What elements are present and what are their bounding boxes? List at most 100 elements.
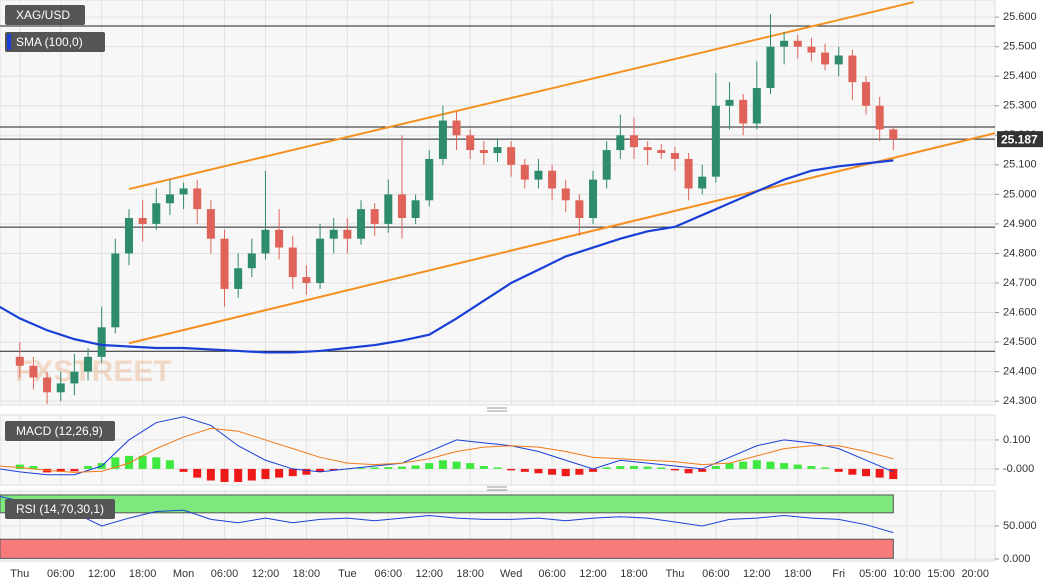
candle-body bbox=[616, 135, 625, 151]
histogram-bar bbox=[316, 468, 325, 472]
legend-label: SMA (100,0) bbox=[16, 35, 83, 49]
candle-body bbox=[43, 377, 52, 393]
watermark: FXSTREET bbox=[15, 355, 172, 388]
histogram-bar bbox=[752, 460, 761, 469]
panel-title: MACD (12,26,9) bbox=[16, 424, 103, 438]
histogram-bar bbox=[780, 463, 789, 469]
histogram-bar bbox=[657, 467, 666, 469]
histogram-bar bbox=[29, 466, 38, 469]
histogram-bar bbox=[466, 463, 475, 469]
candle-body bbox=[152, 203, 161, 224]
panel-title: RSI (14,70,30,1) bbox=[16, 502, 104, 516]
histogram-bar bbox=[548, 468, 557, 475]
histogram-bar bbox=[629, 466, 638, 469]
y-tick-label: -0.000 bbox=[1003, 463, 1034, 475]
histogram-bar bbox=[698, 468, 707, 472]
histogram-bar bbox=[152, 457, 161, 469]
histogram-bar bbox=[261, 468, 270, 480]
candle-body bbox=[261, 229, 270, 254]
candle-body bbox=[875, 105, 884, 130]
candle-body bbox=[657, 150, 666, 154]
candle-body bbox=[275, 229, 284, 248]
y-tick-label: 0.000 bbox=[1003, 553, 1031, 565]
x-tick-label: 06:00 bbox=[211, 568, 239, 580]
candle-body bbox=[179, 188, 188, 195]
x-tick-label: Thu bbox=[10, 568, 29, 580]
histogram-bar bbox=[384, 467, 393, 469]
last-price-box bbox=[997, 131, 1043, 148]
x-tick-label: 12:00 bbox=[579, 568, 607, 580]
histogram-bar bbox=[84, 466, 93, 469]
histogram-bar bbox=[165, 460, 174, 469]
candle-body bbox=[329, 229, 338, 239]
main-panel bbox=[0, 0, 996, 406]
y-tick-label: 24.500 bbox=[1003, 336, 1037, 348]
candle-body bbox=[29, 365, 38, 378]
histogram-bar bbox=[193, 468, 202, 478]
histogram-bar bbox=[711, 466, 720, 469]
histogram-bar bbox=[288, 468, 297, 477]
histogram-bar bbox=[725, 463, 734, 469]
title-box bbox=[5, 421, 115, 441]
candle-body bbox=[411, 200, 420, 219]
candle-body bbox=[370, 209, 379, 224]
y-tick-label: 50.000 bbox=[1003, 520, 1037, 532]
histogram-bar bbox=[575, 468, 584, 475]
candle-body bbox=[111, 253, 120, 328]
histogram-bar bbox=[766, 461, 775, 469]
candle-body bbox=[534, 170, 543, 180]
title-box bbox=[5, 5, 85, 25]
histogram-bar bbox=[589, 468, 598, 472]
histogram-bar bbox=[370, 467, 379, 469]
legend-box bbox=[5, 32, 105, 52]
histogram-bar bbox=[15, 464, 24, 469]
y-tick-label: 24.300 bbox=[1003, 395, 1037, 407]
histogram-bar bbox=[493, 467, 502, 469]
histogram-bar bbox=[329, 468, 338, 471]
candle-body bbox=[739, 99, 748, 124]
histogram-bar bbox=[397, 466, 406, 469]
candle-body bbox=[548, 170, 557, 189]
candle-body bbox=[288, 247, 297, 278]
candle-body bbox=[97, 327, 106, 357]
histogram-bar bbox=[479, 466, 488, 469]
histogram-bar bbox=[452, 461, 461, 469]
x-tick-label: Tue bbox=[338, 568, 357, 580]
candle-body bbox=[206, 209, 215, 239]
histogram-bar bbox=[834, 468, 843, 472]
histogram-bar bbox=[206, 468, 215, 481]
x-tick-label: 12:00 bbox=[88, 568, 116, 580]
candle-body bbox=[507, 147, 516, 165]
rsi-band bbox=[0, 538, 894, 559]
candle-body bbox=[220, 238, 229, 289]
candle-body bbox=[84, 356, 93, 372]
y-tick-label: 25.400 bbox=[1003, 70, 1037, 82]
histogram-bar bbox=[684, 468, 693, 474]
candle-body bbox=[629, 135, 638, 148]
x-tick-label: 15:00 bbox=[927, 568, 955, 580]
x-tick-label: 12:00 bbox=[743, 568, 771, 580]
x-tick-label: Fri bbox=[832, 568, 845, 580]
panel-handle bbox=[487, 407, 507, 491]
histogram-bar bbox=[643, 466, 652, 469]
candle-body bbox=[862, 82, 871, 106]
y-tick-label: 24.700 bbox=[1003, 277, 1037, 289]
candle-body bbox=[602, 150, 611, 180]
candle-body bbox=[124, 218, 133, 254]
candle-body bbox=[56, 383, 65, 393]
x-tick-label: 10:00 bbox=[893, 568, 921, 580]
candle-body bbox=[834, 55, 843, 65]
x-tick-label: 06:00 bbox=[375, 568, 403, 580]
line-series bbox=[128, 1, 915, 191]
histogram-bar bbox=[438, 460, 447, 469]
x-tick-label: 06:00 bbox=[538, 568, 566, 580]
y-tick-label: 25.000 bbox=[1003, 188, 1037, 200]
candle-body bbox=[247, 253, 256, 269]
panel-layer bbox=[0, 415, 995, 485]
y-tick-label: 25.600 bbox=[1003, 11, 1037, 23]
histogram-bar bbox=[138, 455, 147, 469]
histogram-bar bbox=[534, 468, 543, 474]
line-series bbox=[0, 495, 894, 534]
y-tick-label: 25.100 bbox=[1003, 159, 1037, 171]
y-tick-label: 24.800 bbox=[1003, 247, 1037, 259]
